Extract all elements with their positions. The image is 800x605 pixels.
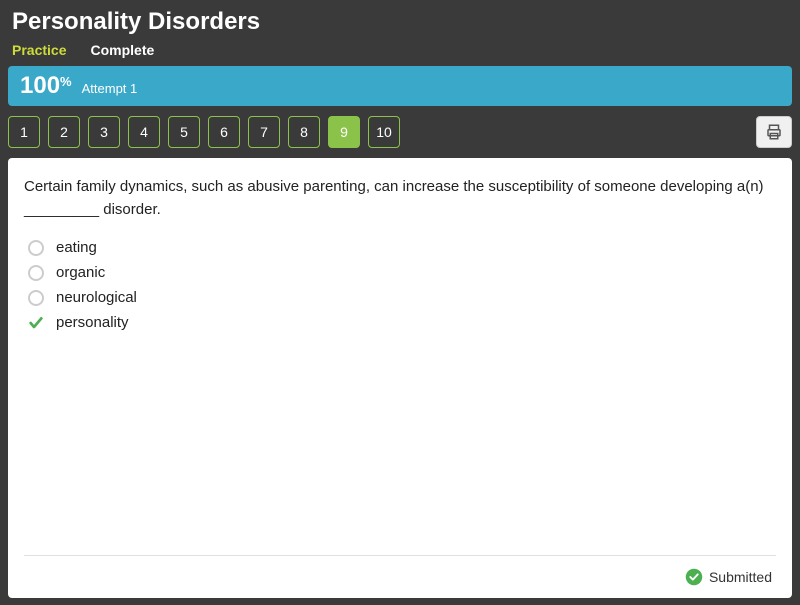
tab-complete[interactable]: Complete [90, 42, 154, 58]
radio-icon [28, 290, 44, 306]
option-3[interactable]: neurological [24, 289, 776, 306]
option-2[interactable]: organic [24, 264, 776, 281]
page-title: Personality Disorders [8, 8, 792, 36]
question-nav: 1 2 3 4 5 6 7 8 9 10 [8, 116, 400, 148]
question-nav-1[interactable]: 1 [8, 116, 40, 148]
score-number: 100 [20, 72, 60, 100]
question-nav-4[interactable]: 4 [128, 116, 160, 148]
nav-row: 1 2 3 4 5 6 7 8 9 10 [8, 116, 792, 148]
submitted-label: Submitted [709, 569, 772, 585]
question-nav-3[interactable]: 3 [88, 116, 120, 148]
question-nav-10[interactable]: 10 [368, 116, 400, 148]
attempt-label: Attempt 1 [82, 81, 138, 96]
radio-icon [28, 265, 44, 281]
question-nav-9[interactable]: 9 [328, 116, 360, 148]
score-value: 100 % [20, 72, 72, 100]
option-label: personality [56, 314, 129, 331]
score-percent: % [60, 74, 72, 89]
tabs: Practice Complete [8, 42, 792, 58]
radio-icon [28, 240, 44, 256]
option-4[interactable]: personality [24, 314, 776, 331]
option-label: eating [56, 239, 97, 256]
question-nav-6[interactable]: 6 [208, 116, 240, 148]
print-button[interactable] [756, 116, 792, 148]
question-nav-8[interactable]: 8 [288, 116, 320, 148]
submitted-icon [685, 568, 703, 586]
score-bar: 100 % Attempt 1 [8, 66, 792, 106]
tab-practice[interactable]: Practice [12, 42, 66, 58]
check-icon [28, 315, 44, 331]
question-nav-2[interactable]: 2 [48, 116, 80, 148]
print-icon [765, 123, 783, 141]
option-label: neurological [56, 289, 137, 306]
question-nav-7[interactable]: 7 [248, 116, 280, 148]
question-card: Certain family dynamics, such as abusive… [8, 158, 792, 598]
options-list: eating organic neurological personality [24, 239, 776, 555]
question-nav-5[interactable]: 5 [168, 116, 200, 148]
question-footer: Submitted [24, 555, 776, 598]
option-label: organic [56, 264, 105, 281]
option-1[interactable]: eating [24, 239, 776, 256]
question-text: Certain family dynamics, such as abusive… [24, 176, 776, 221]
